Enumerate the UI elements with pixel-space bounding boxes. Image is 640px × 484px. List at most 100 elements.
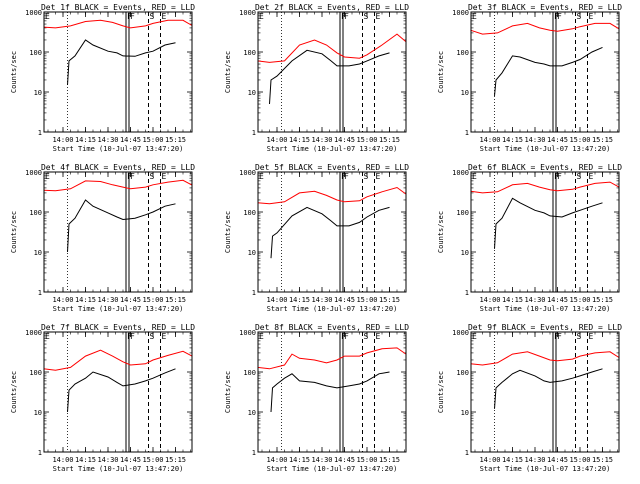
x-axis-label: Start Time (10-Jul-07 13:47:20) — [480, 145, 611, 153]
y-tick-label: 10 — [248, 249, 256, 257]
x-tick-label: 14:30 — [311, 296, 332, 304]
marker-label: S — [577, 172, 582, 181]
y-axis-label: Counts/sec — [10, 51, 18, 93]
y-tick-label: 1000 — [239, 169, 256, 177]
x-tick-label: 14:45 — [547, 456, 568, 464]
x-tick-label: 14:00 — [266, 136, 287, 144]
y-tick-label: 10 — [461, 409, 469, 417]
x-tick-label: 14:00 — [479, 456, 500, 464]
x-axis-label: Start Time (10-Jul-07 13:47:20) — [267, 305, 398, 313]
marker-label: E — [376, 12, 381, 21]
chart-panel-5: Det 5f BLACK = Events, RED = LLD 1 10 100 10… — [224, 163, 409, 313]
x-tick-label: 15:15 — [379, 136, 400, 144]
chart-title: Det 8f BLACK = Events, RED = LLD — [255, 323, 409, 332]
series-line-lld — [43, 349, 193, 371]
series-line-events — [67, 368, 176, 413]
x-tick-label: 15:00 — [142, 296, 163, 304]
x-tick-label: 15:15 — [165, 296, 186, 304]
marker-label: S — [150, 12, 155, 21]
y-tick-label: 10 — [461, 249, 469, 257]
x-tick-label: 14:45 — [120, 296, 141, 304]
chart-title: Det 7f BLACK = Events, RED = LLD — [41, 323, 195, 332]
x-tick-label: 14:45 — [547, 296, 568, 304]
x-tick-label: 14:15 — [502, 456, 523, 464]
y-tick-label: 10 — [461, 89, 469, 97]
marker-label: S — [364, 172, 369, 181]
series-line-events — [269, 49, 390, 105]
x-tick-label: 14:00 — [266, 456, 287, 464]
plot-frame — [470, 171, 620, 293]
y-tick-label: 100 — [29, 369, 42, 377]
plot-frame — [257, 11, 407, 133]
chart-title: Det 3f BLACK = Events, RED = LLD — [468, 3, 622, 12]
marker-label: F — [130, 12, 135, 21]
series-line-lld — [470, 181, 620, 194]
series-line-lld — [470, 351, 620, 366]
x-tick-label: 15:15 — [592, 456, 613, 464]
y-tick-label: 100 — [456, 369, 469, 377]
marker-label: F — [130, 172, 135, 181]
x-tick-label: 15:15 — [379, 456, 400, 464]
y-tick-label: 10 — [34, 409, 42, 417]
plot-frame — [43, 171, 193, 293]
series-line-events — [494, 368, 603, 409]
x-axis-label: Start Time (10-Jul-07 13:47:20) — [53, 145, 184, 153]
x-tick-label: 15:00 — [142, 136, 163, 144]
x-tick-label: 14:00 — [52, 136, 73, 144]
x-tick-label: 14:00 — [479, 136, 500, 144]
marker-label: E — [45, 172, 50, 181]
marker-label: S — [150, 172, 155, 181]
x-tick-label: 15:00 — [569, 456, 590, 464]
x-tick-label: 14:30 — [97, 296, 118, 304]
y-axis-label: Counts/sec — [10, 371, 18, 413]
y-axis-label: Counts/sec — [224, 371, 232, 413]
x-tick-label: 14:15 — [289, 136, 310, 144]
chart-title: Det 6f BLACK = Events, RED = LLD — [468, 163, 622, 172]
y-tick-label: 1 — [465, 289, 469, 297]
y-tick-label: 100 — [243, 49, 256, 57]
y-tick-label: 100 — [29, 49, 42, 57]
x-axis-label: Start Time (10-Jul-07 13:47:20) — [267, 465, 398, 473]
chart-panel-7: Det 7f BLACK = Events, RED = LLD 1 10 100 10… — [10, 323, 195, 473]
y-tick-label: 1000 — [452, 329, 469, 337]
marker-label: E — [45, 12, 50, 21]
marker-label: S — [577, 12, 582, 21]
x-tick-label: 14:30 — [524, 456, 545, 464]
y-tick-label: 1000 — [452, 169, 469, 177]
marker-label: F — [344, 332, 349, 341]
y-axis-label: Counts/sec — [437, 211, 445, 253]
marker-label: S — [364, 12, 369, 21]
y-tick-label: 1000 — [452, 9, 469, 17]
y-tick-label: 1 — [465, 449, 469, 457]
x-tick-label: 14:15 — [75, 456, 96, 464]
y-tick-label: 1 — [252, 449, 256, 457]
x-axis-label: Start Time (10-Jul-07 13:47:20) — [53, 465, 184, 473]
y-tick-label: 1000 — [239, 9, 256, 17]
chart-panel-8: Det 8f BLACK = Events, RED = LLD 1 10 100 10… — [224, 323, 409, 473]
y-tick-label: 1000 — [25, 329, 42, 337]
y-tick-label: 100 — [456, 209, 469, 217]
x-tick-label: 15:00 — [356, 296, 377, 304]
x-tick-label: 14:30 — [97, 136, 118, 144]
y-tick-label: 1000 — [25, 9, 42, 17]
y-tick-label: 1 — [252, 129, 256, 137]
x-tick-label: 14:15 — [502, 136, 523, 144]
series-line-events — [270, 371, 390, 413]
marker-label: E — [45, 332, 50, 341]
x-tick-label: 14:45 — [120, 456, 141, 464]
plot-frame — [43, 11, 193, 133]
chart-panel-4: Det 4f BLACK = Events, RED = LLD 1 10 100 10… — [10, 163, 195, 313]
chart-title: Det 9f BLACK = Events, RED = LLD — [468, 323, 622, 332]
series-line-events — [494, 197, 603, 249]
x-tick-label: 14:00 — [266, 296, 287, 304]
x-tick-label: 15:00 — [142, 456, 163, 464]
series-line-events — [67, 39, 176, 86]
series-line-events — [494, 46, 603, 96]
chart-panel-6: Det 6f BLACK = Events, RED = LLD 1 10 100 10… — [437, 163, 622, 313]
series-line-events — [67, 199, 176, 253]
y-axis-label: Counts/sec — [224, 51, 232, 93]
x-tick-label: 14:15 — [289, 296, 310, 304]
series-line-events — [270, 206, 390, 259]
x-tick-label: 14:30 — [524, 296, 545, 304]
marker-label: E — [472, 12, 477, 21]
